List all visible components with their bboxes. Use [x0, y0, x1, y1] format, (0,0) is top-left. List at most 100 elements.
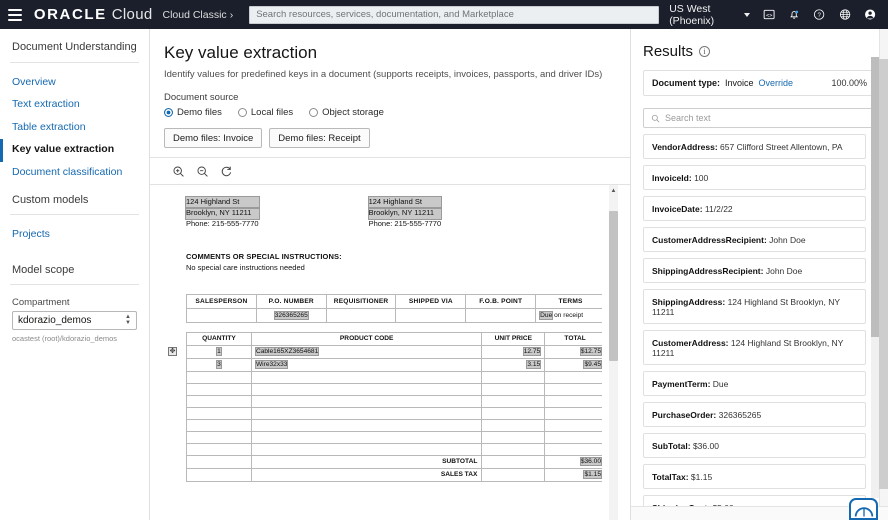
support-chat-button[interactable]: [849, 498, 878, 520]
demo-files-receipt-button[interactable]: Demo files: Receipt: [269, 128, 370, 148]
cell-total-1: $12.75: [544, 344, 602, 359]
kv-key: ShippingAddress:: [652, 296, 726, 307]
kv-value: 326365265: [718, 409, 762, 420]
radio-demo-files[interactable]: Demo files: [164, 107, 222, 118]
sidebar-item-document-classification[interactable]: Document classification: [0, 162, 149, 185]
line-item-row: [186, 406, 602, 420]
quantity-2-value: 3: [216, 360, 222, 370]
kv-entry-vendoraddress[interactable]: VendorAddress: 657 Clifford Street Allen…: [643, 134, 866, 159]
results-search-placeholder: Search text: [665, 113, 711, 123]
cell-empty: [481, 370, 546, 384]
order-info-header-row: SALESPERSON P.O. NUMBER REQUISITIONER SH…: [186, 293, 602, 309]
kv-key: CustomerAddress:: [652, 337, 729, 348]
results-search-input[interactable]: Search text: [643, 108, 876, 128]
oracle-cloud-logo[interactable]: ORACLE Cloud: [34, 6, 153, 23]
comments-heading: COMMENTS OR SPECIAL INSTRUCTIONS:: [186, 251, 342, 261]
chevron-right-icon: ›: [229, 8, 234, 21]
sidebar-divider-1: [10, 62, 139, 63]
radio-object-storage[interactable]: Object storage: [309, 107, 384, 118]
cell-empty: [250, 406, 483, 420]
hamburger-menu-icon[interactable]: [8, 8, 22, 21]
kv-entry-shippingaddressrecipient[interactable]: ShippingAddressRecipient: John Doe: [643, 258, 866, 283]
user-account-icon[interactable]: [864, 7, 876, 22]
page-title: Key value extraction: [164, 43, 318, 62]
address-row: 124 Highland St Brooklyn, NY 11211 Phone…: [185, 196, 596, 230]
value-subtotal: $36.00: [579, 457, 602, 467]
cloud-shell-icon[interactable]: <>: [763, 7, 775, 22]
reset-rotate-icon[interactable]: [220, 165, 233, 178]
header-requisitioner: REQUISITIONER: [325, 293, 397, 309]
cell-empty: [481, 418, 546, 432]
header-po-number: P.O. NUMBER: [255, 293, 327, 309]
cell-empty: [250, 394, 483, 408]
document-type-value: Invoice: [725, 78, 754, 88]
comments-body: No special care instructions needed: [186, 262, 305, 272]
sidebar-item-projects-label: Projects: [12, 227, 50, 240]
results-scrollbar-thumb[interactable]: [871, 57, 879, 337]
value-subtotal-cell: $36.00: [544, 454, 602, 469]
sidebar-item-projects[interactable]: Projects: [0, 223, 149, 246]
top-bar-actions: US West (Phoenix) <> ?: [669, 3, 880, 27]
info-icon[interactable]: i: [699, 46, 711, 57]
table-move-handle[interactable]: ✥: [168, 347, 177, 356]
address-left-phone: Phone: 215-555-7770: [186, 218, 259, 228]
terms-highlight-value: Due: [539, 310, 554, 320]
cell-empty: [186, 370, 252, 384]
demo-files-invoice-button[interactable]: Demo files: Invoice: [164, 128, 263, 148]
notifications-bell-icon[interactable]: [788, 7, 800, 22]
header-salesperson: SALESPERSON: [186, 293, 257, 309]
kv-entry-invoicedate[interactable]: InvoiceDate: 11/2/22: [643, 196, 866, 221]
sidebar-item-overview[interactable]: Overview: [0, 71, 149, 94]
sidebar-item-key-value-extraction[interactable]: Key value extraction: [0, 138, 149, 162]
global-search-placeholder: Search resources, services, documentatio…: [256, 9, 514, 20]
chevron-down-icon: [743, 12, 750, 17]
kv-entry-shippingaddress[interactable]: ShippingAddress: 124 Highland St Brookly…: [643, 289, 866, 324]
document-viewer[interactable]: 124 Highland St Brooklyn, NY 11211 Phone…: [150, 184, 630, 520]
cell-quantity-2: 3: [186, 357, 252, 372]
cell-unit-price-1: 12.75: [481, 344, 546, 359]
sidebar-item-overview-label: Overview: [12, 75, 56, 88]
sidebar-item-table-extraction[interactable]: Table extraction: [0, 116, 149, 139]
kv-key: PurchaseOrder:: [652, 409, 717, 420]
kv-key: PaymentTerm:: [652, 378, 711, 389]
kv-entry-purchaseorder[interactable]: PurchaseOrder: 326365265: [643, 402, 866, 427]
kv-entry-subtotal[interactable]: SubTotal: $36.00: [643, 433, 866, 458]
svg-text:?: ?: [818, 12, 822, 19]
select-spinner-icon: ▲ ▼: [125, 313, 131, 326]
zoom-in-icon[interactable]: [172, 165, 185, 178]
viewer-scroll-up-arrow[interactable]: ▲: [610, 188, 617, 194]
kv-entry-totaltax[interactable]: TotalTax: $1.15: [643, 464, 866, 489]
header-product-code: PRODUCT CODE: [250, 331, 483, 346]
sidebar-item-text-extraction[interactable]: Text extraction: [0, 94, 149, 117]
cell-empty: [481, 394, 546, 408]
region-selector[interactable]: US West (Phoenix): [669, 3, 750, 27]
language-globe-icon[interactable]: [839, 7, 851, 22]
page-scrollbar-thumb[interactable]: [879, 59, 888, 489]
zoom-out-icon[interactable]: [196, 165, 209, 178]
main-content: Key value extraction Identify values for…: [150, 29, 630, 520]
line-items-header-row: QUANTITY PRODUCT CODE UNIT PRICE TOTAL: [186, 331, 602, 346]
cell-empty: [544, 370, 602, 384]
cell-fob-point: [465, 307, 537, 323]
cell-empty: [481, 406, 546, 420]
kv-value: 124 Highland St Brooklyn, NY 11211: [652, 296, 840, 317]
invoice-document: 124 Highland St Brooklyn, NY 11211 Phone…: [164, 185, 602, 520]
global-search-input[interactable]: Search resources, services, documentatio…: [249, 5, 660, 24]
header-quantity: QUANTITY: [186, 331, 252, 346]
kv-value: 657 Clifford Street Allentown, PA: [720, 141, 843, 152]
help-icon[interactable]: ?: [813, 7, 825, 22]
override-link[interactable]: Override: [758, 78, 794, 88]
kv-entry-customeraddress[interactable]: CustomerAddress: 124 Highland St Brookly…: [643, 330, 866, 365]
kv-entry-customeraddressrecipient[interactable]: CustomerAddressRecipient: John Doe: [643, 227, 866, 252]
cloud-classic-link[interactable]: Cloud Classic ›: [162, 9, 233, 21]
kv-entry-invoiceid[interactable]: InvoiceId: 100: [643, 165, 866, 190]
totals-row-subtotal: SUBTOTAL $36.00: [186, 454, 602, 469]
cell-empty: [186, 454, 252, 469]
radio-local-files[interactable]: Local files: [237, 107, 293, 118]
compartment-select[interactable]: kdorazio_demos ▲ ▼: [12, 310, 137, 330]
value-sales-tax-cell: $1.15: [544, 467, 602, 482]
viewer-scrollbar-thumb[interactable]: [609, 211, 618, 361]
kv-entry-paymentterm[interactable]: PaymentTerm: Due: [643, 371, 866, 396]
cell-empty: [186, 418, 252, 432]
section-divider: [150, 157, 630, 158]
